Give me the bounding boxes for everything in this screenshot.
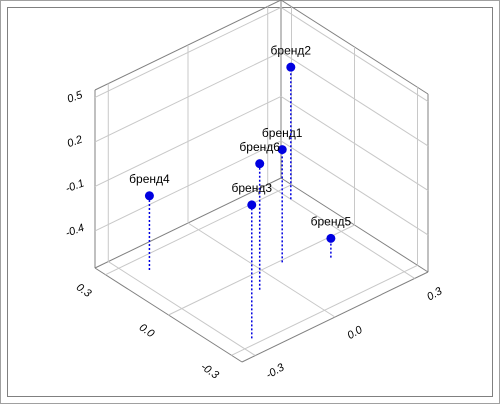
grid-line [187,222,336,318]
grid-line [108,261,256,356]
point-label: бренд6 [239,140,280,154]
grid-line [280,6,429,102]
point-label: бренд1 [262,126,303,140]
point [277,145,287,155]
point [326,233,336,243]
grid-line [280,51,429,147]
point [286,62,296,72]
grid-line [280,95,429,191]
grid-line [94,51,282,143]
point-label: бренд4 [129,172,170,186]
z-tick-label: 0.5 [66,89,85,106]
grid-line [280,140,429,236]
point-label: бренд5 [311,215,352,229]
grid-line [94,140,282,232]
grid-line [94,6,282,98]
point [247,200,257,210]
grid-line [267,184,415,279]
z-tick-label: 0.2 [66,134,84,151]
point-label: бренд2 [271,43,312,57]
point [144,191,154,201]
point [255,159,265,169]
point-label: бренд3 [232,181,273,195]
grid-line [94,95,282,187]
